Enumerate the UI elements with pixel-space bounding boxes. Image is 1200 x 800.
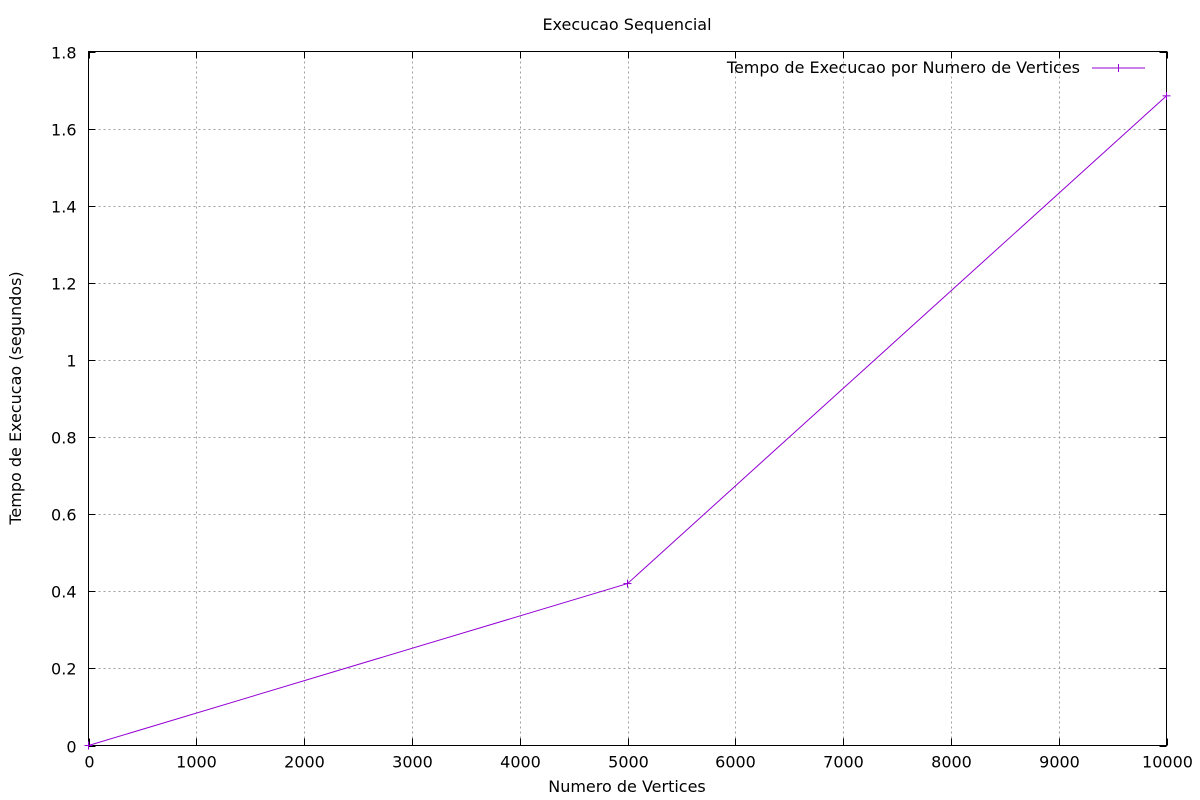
x-tick-label: 8000 <box>931 753 972 772</box>
y-tick-label: 0.8 <box>51 429 76 448</box>
x-tick-label: 1000 <box>176 753 217 772</box>
x-axis-tick-labels: 0 1000 2000 3000 4000 5000 6000 7000 8000 9000 100… <box>84 753 1193 772</box>
y-axis-label: Tempo de Execucao (segundos) <box>6 271 25 525</box>
x-tick-label: 2000 <box>284 753 325 772</box>
y-tick-label: 1 <box>66 352 76 371</box>
series-layer <box>84 91 1171 750</box>
data-point-marker <box>1162 91 1171 100</box>
x-tick-label: 10000 <box>1142 753 1193 772</box>
data-point-marker <box>623 579 632 588</box>
grid-lines <box>88 51 1167 746</box>
legend-plus-marker <box>1114 64 1123 72</box>
chart-title: Execucao Sequencial <box>542 15 711 34</box>
y-tick-label: 0 <box>66 738 76 757</box>
x-tick-label: 3000 <box>392 753 433 772</box>
y-axis-tick-labels: 0 0.2 0.4 0.6 0.8 1 1.2 1.4 1.6 1.8 <box>51 44 76 757</box>
legend-series-label: Tempo de Execucao por Numero de Vertices <box>726 58 1080 77</box>
series-line <box>88 95 1167 746</box>
data-point-marker <box>84 741 93 750</box>
y-tick-label: 0.6 <box>51 506 76 525</box>
y-tick-label: 0.4 <box>51 583 76 602</box>
legend: Tempo de Execucao por Numero de Vertices <box>726 58 1145 77</box>
x-tick-label: 9000 <box>1039 753 1080 772</box>
x-tick-label: 6000 <box>715 753 756 772</box>
x-tick-label: 0 <box>84 753 94 772</box>
y-tick-label: 1.4 <box>51 198 76 217</box>
x-tick-label: 4000 <box>500 753 541 772</box>
x-tick-label: 7000 <box>823 753 864 772</box>
y-tick-label: 0.2 <box>51 660 76 679</box>
y-tick-label: 1.2 <box>51 275 76 294</box>
y-tick-label: 1.8 <box>51 44 76 63</box>
x-tick-label: 5000 <box>608 753 649 772</box>
x-axis-label: Numero de Vertices <box>548 777 706 796</box>
plot-frame <box>88 51 1167 746</box>
axis-ticks <box>88 51 1168 747</box>
y-tick-label: 1.6 <box>51 121 76 140</box>
legend-series-marker <box>1114 64 1123 72</box>
